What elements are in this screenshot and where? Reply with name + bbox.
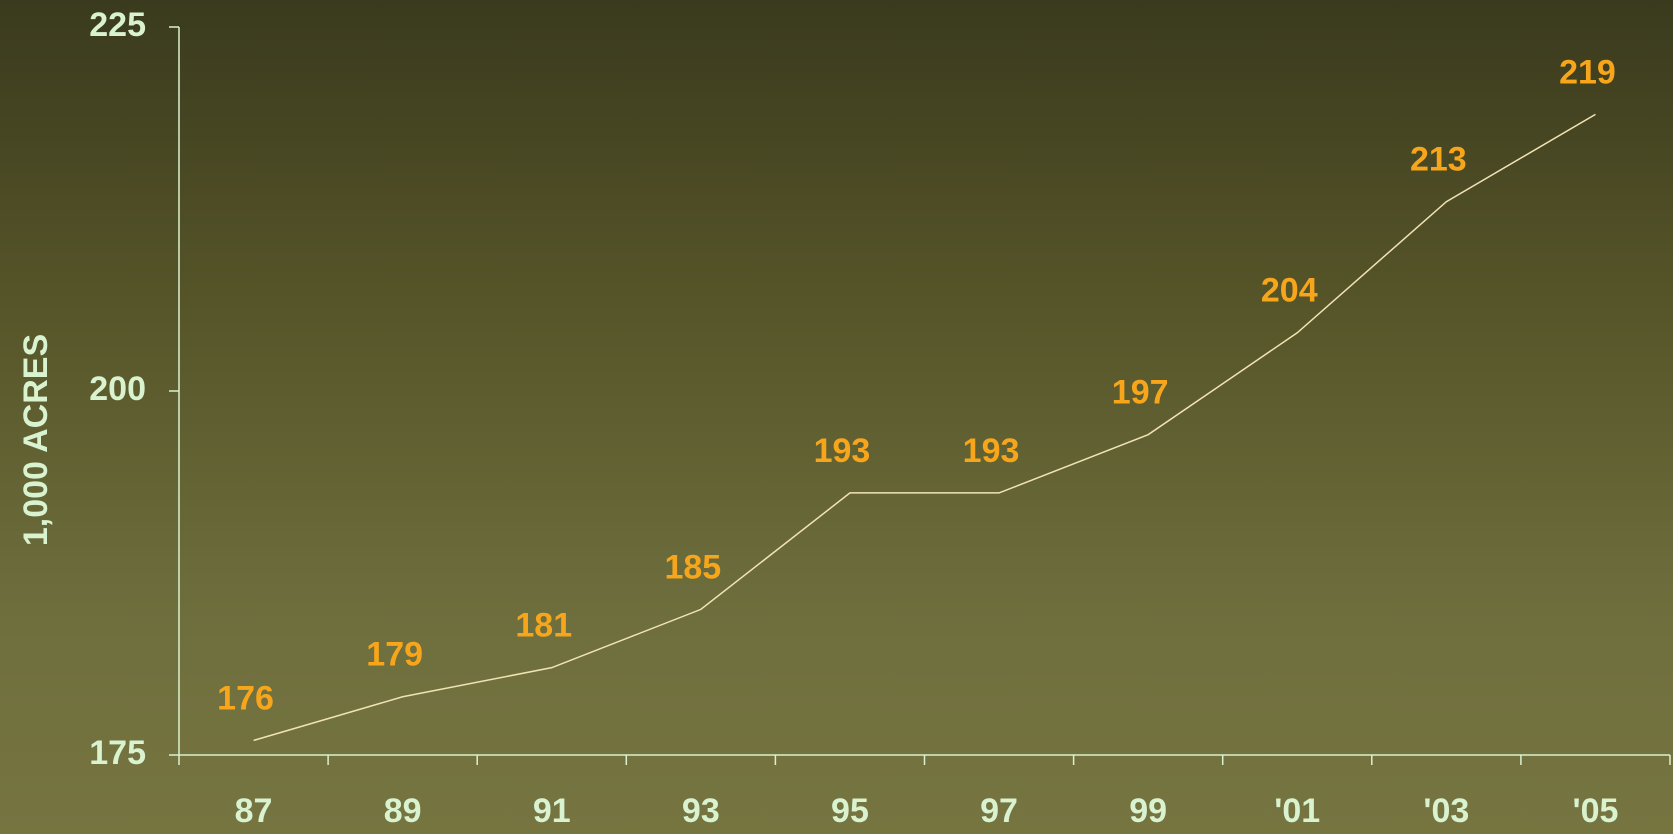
x-tick-label: 97 [980, 792, 1018, 830]
y-tick-label: 175 [89, 734, 146, 772]
y-tick-label: 225 [89, 6, 146, 44]
x-tick-label: 93 [682, 792, 720, 830]
x-tick-label: '05 [1572, 792, 1618, 830]
data-label: 213 [1410, 141, 1467, 179]
data-label: 204 [1261, 272, 1318, 310]
x-tick-label: 99 [1129, 792, 1167, 830]
y-tick-label: 200 [89, 370, 146, 408]
data-label: 176 [217, 679, 274, 717]
x-tick-label: 91 [533, 792, 571, 830]
data-label: 193 [814, 432, 871, 470]
y-axis-title: 1,000 ACRES [17, 334, 55, 546]
x-tick-label: 95 [831, 792, 869, 830]
data-label: 193 [963, 432, 1020, 470]
x-tick-label: 87 [235, 792, 273, 830]
data-label: 219 [1559, 53, 1616, 91]
data-label: 179 [366, 636, 423, 674]
x-tick-label: '03 [1423, 792, 1469, 830]
data-label: 185 [664, 548, 721, 586]
x-tick-label: '01 [1274, 792, 1320, 830]
data-line [253, 113, 1596, 742]
data-label: 181 [515, 607, 572, 645]
x-tick-label: 89 [384, 792, 422, 830]
data-label: 197 [1112, 374, 1169, 412]
